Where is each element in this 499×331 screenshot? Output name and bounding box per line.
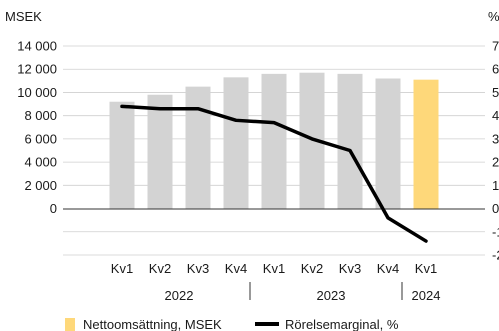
right-tick-label: 7	[492, 39, 499, 54]
left-tick-label: 14 000	[17, 39, 57, 54]
operating-margin-line	[120, 104, 428, 243]
right-tick-label: -1	[492, 224, 499, 239]
right-axis-ticks: 7 6 5 4 3 2 1 0 -1 -2	[492, 39, 499, 263]
revenue-bar	[185, 86, 211, 209]
left-tick-label: 0	[50, 201, 57, 216]
revenue-bars	[109, 72, 439, 209]
year-label: 2022	[165, 288, 194, 303]
quarter-label: Kv2	[149, 261, 171, 276]
quarter-label: Kv4	[225, 261, 247, 276]
quarter-label: Kv1	[415, 261, 437, 276]
legend-swatch-margin	[255, 322, 279, 326]
right-tick-label: -2	[492, 248, 499, 263]
quarter-label: Kv4	[377, 261, 399, 276]
revenue-bar	[413, 79, 439, 209]
right-tick-label: 2	[492, 155, 499, 170]
revenue-bar	[261, 73, 287, 209]
year-label: 2023	[317, 288, 346, 303]
right-tick-label: 3	[492, 131, 499, 146]
left-tick-label: 12 000	[17, 62, 57, 77]
right-axis-label: %	[488, 9, 499, 24]
right-tick-label: 6	[492, 62, 499, 77]
legend-swatch-revenue	[65, 318, 75, 331]
quarter-label: Kv1	[263, 261, 285, 276]
revenue-bar	[223, 77, 249, 209]
legend: Nettoomsättning, MSEK Rörelsemarginal, %	[65, 317, 399, 331]
left-axis-ticks: 14 000 12 000 10 000 8 000 6 000 4 000 2 000 0	[17, 39, 57, 217]
year-label: 2024	[412, 288, 441, 303]
quarter-label: Kv2	[301, 261, 323, 276]
right-tick-label: 5	[492, 85, 499, 100]
left-tick-label: 8 000	[24, 108, 57, 123]
revenue-bar	[147, 94, 173, 209]
quarter-label: Kv3	[187, 261, 209, 276]
quarter-labels: Kv1 Kv2 Kv3 Kv4 Kv1 Kv2 Kv3 Kv4 Kv1	[111, 261, 437, 276]
left-tick-label: 4 000	[24, 155, 57, 170]
revenue-bar	[109, 101, 135, 209]
right-tick-label: 0	[492, 201, 499, 216]
right-tick-label: 1	[492, 178, 499, 193]
legend-label-revenue: Nettoomsättning, MSEK	[83, 317, 222, 331]
left-tick-label: 2 000	[24, 178, 57, 193]
legend-label-margin: Rörelsemarginal, %	[285, 317, 399, 331]
quarter-label: Kv3	[339, 261, 361, 276]
right-tick-label: 4	[492, 108, 499, 123]
revenue-bar	[337, 73, 363, 209]
left-tick-label: 6 000	[24, 131, 57, 146]
left-tick-label: 10 000	[17, 85, 57, 100]
left-axis-label: MSEK	[5, 9, 42, 24]
quarter-label: Kv1	[111, 261, 133, 276]
year-labels: 2022 2023 2024	[165, 282, 441, 303]
revenue-bar	[375, 78, 401, 209]
